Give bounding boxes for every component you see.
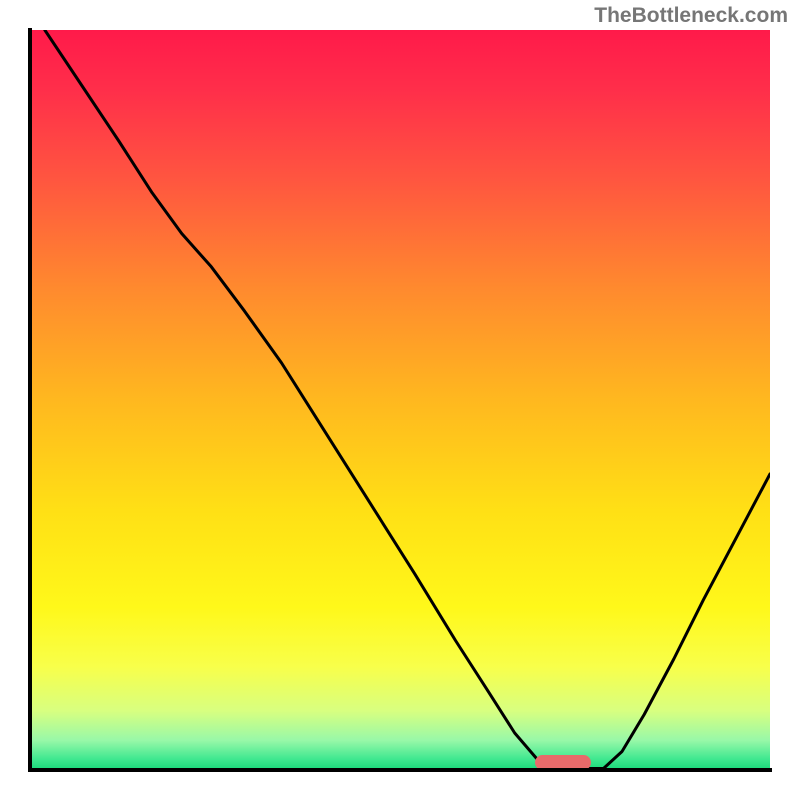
chart-area	[30, 30, 770, 770]
watermark: TheBottleneck.com	[594, 4, 788, 28]
y-axis	[28, 28, 32, 772]
curve-line	[30, 30, 770, 770]
x-axis	[28, 768, 772, 772]
